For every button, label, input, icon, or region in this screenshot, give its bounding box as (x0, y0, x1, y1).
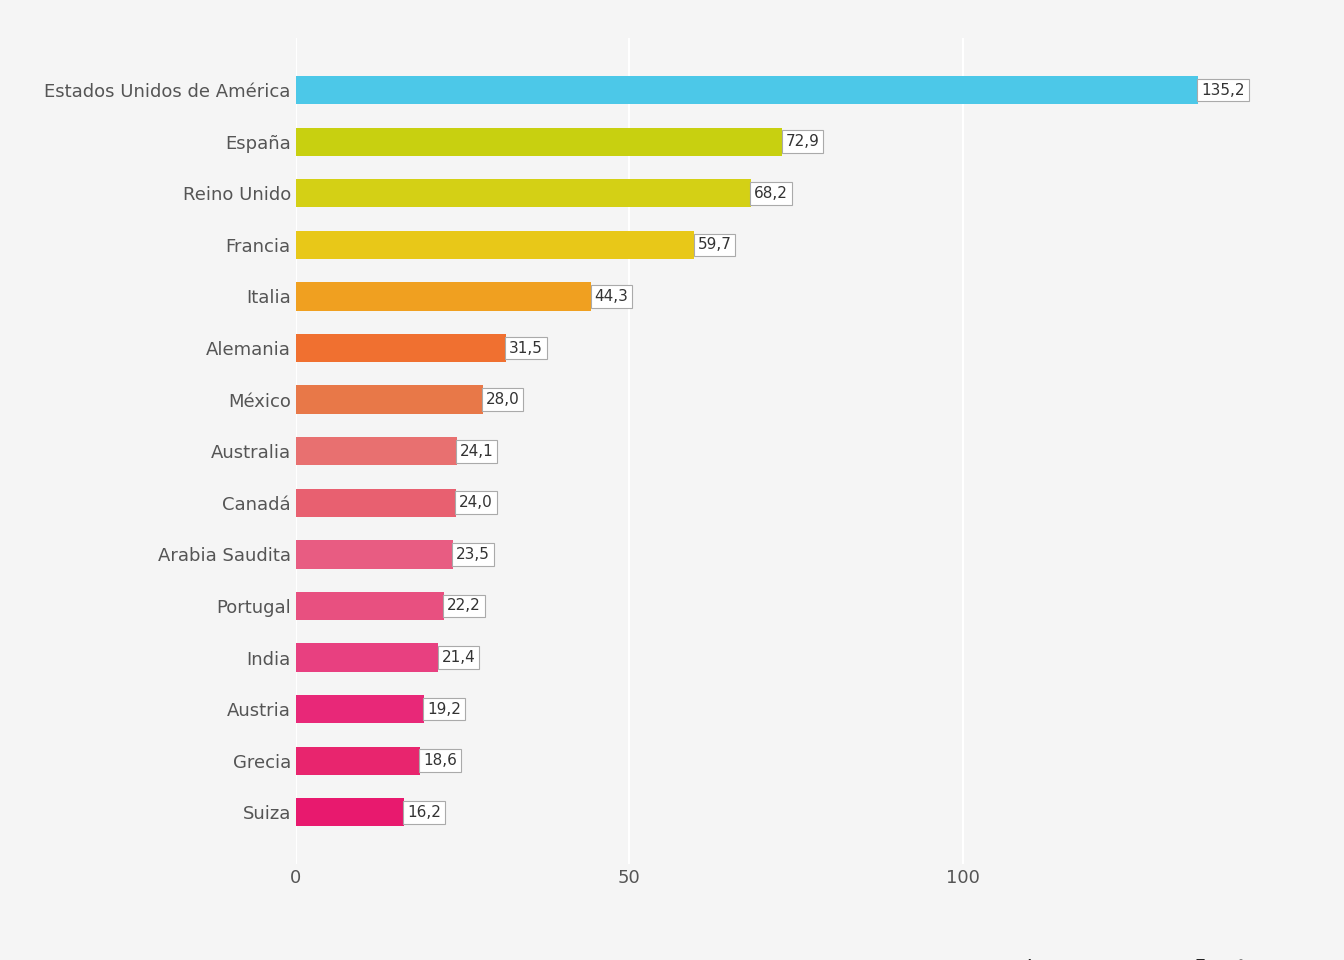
Bar (296, 334, 505, 362)
Bar (296, 540, 453, 568)
Bar (296, 76, 1198, 105)
Bar (296, 747, 419, 775)
Bar (296, 128, 782, 156)
Bar (296, 437, 457, 466)
Text: 24,0: 24,0 (460, 495, 493, 511)
Bar (296, 489, 456, 517)
Bar (296, 798, 403, 827)
Text: 44,3: 44,3 (594, 289, 629, 304)
Bar (296, 230, 694, 259)
Text: 31,5: 31,5 (509, 341, 543, 355)
Text: 59,7: 59,7 (698, 237, 731, 252)
Text: Fuente: DNMyE en base Organización Mundial del Turismo (OMT): Fuente: DNMyE en base Organización Mundi… (741, 959, 1263, 960)
Text: 18,6: 18,6 (423, 754, 457, 768)
Text: 24,1: 24,1 (460, 444, 493, 459)
Text: 19,2: 19,2 (427, 702, 461, 716)
Text: 68,2: 68,2 (754, 186, 788, 201)
Bar (296, 591, 444, 620)
Bar (296, 385, 482, 414)
Bar (296, 180, 751, 207)
Bar (296, 282, 591, 311)
Text: 28,0: 28,0 (487, 392, 520, 407)
Text: 72,9: 72,9 (785, 134, 820, 149)
Text: 23,5: 23,5 (456, 547, 489, 562)
Text: 135,2: 135,2 (1202, 83, 1245, 98)
Text: 22,2: 22,2 (448, 598, 481, 613)
Text: Fuente:: Fuente: (1195, 959, 1263, 960)
Bar (296, 643, 438, 672)
Bar (296, 695, 423, 723)
Text: 21,4: 21,4 (442, 650, 476, 665)
Text: DNMyE en base Organización Mundial del Turismo (OMT): DNMyE en base Organización Mundial del T… (801, 959, 1263, 960)
Text: 16,2: 16,2 (407, 804, 441, 820)
